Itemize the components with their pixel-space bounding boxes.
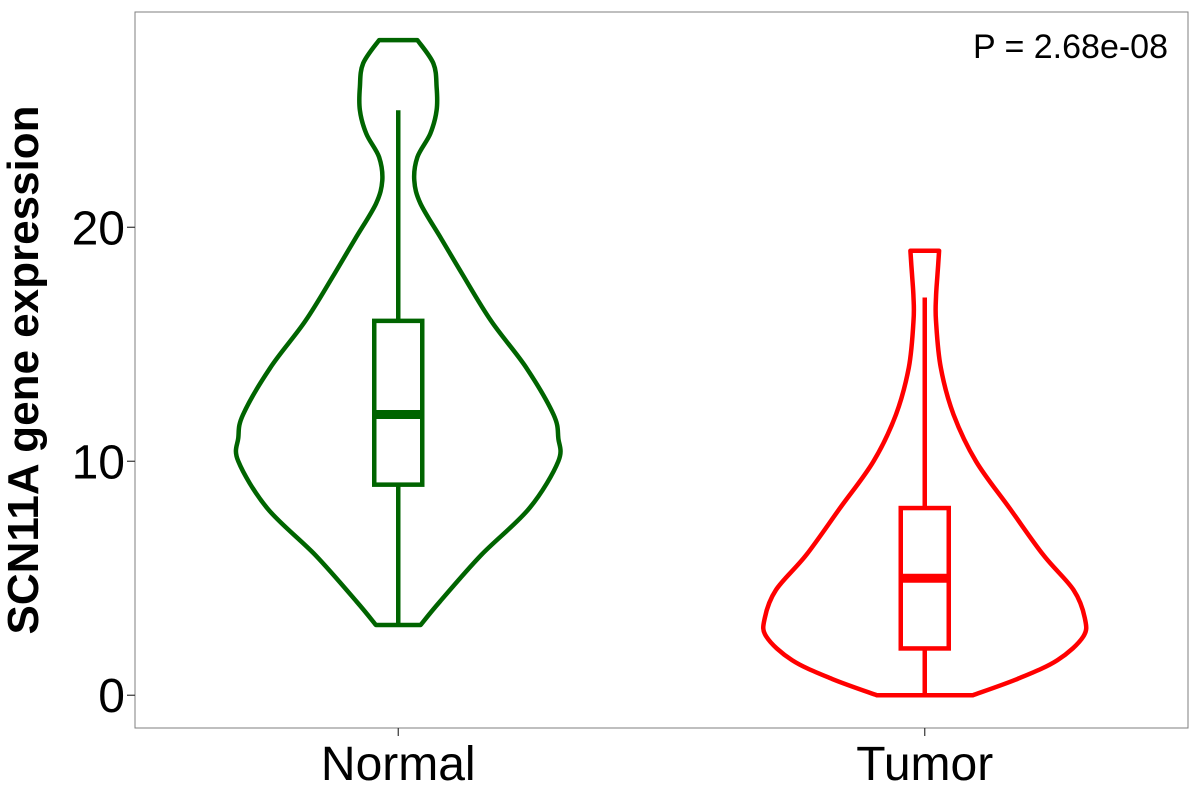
violin-outline [233, 37, 563, 628]
plot-groups [233, 37, 1089, 698]
y-axis: 0 10 20 [72, 202, 135, 723]
plot-panel [134, 11, 1189, 729]
violin-outline [760, 248, 1089, 698]
y-tick-label: 10 [72, 436, 125, 489]
violin-group-normal [233, 37, 563, 628]
violin-group-tumor [760, 248, 1089, 698]
y-axis-title: SCN11A gene expression [0, 105, 48, 634]
y-tick-label: 20 [72, 202, 125, 255]
x-tick-label: Normal [321, 738, 476, 791]
x-tick-label: Tumor [856, 738, 993, 791]
box-iqr [372, 318, 425, 487]
y-tick-label: 0 [98, 670, 125, 723]
x-axis: Normal Tumor [321, 728, 993, 791]
p-value-annotation: P = 2.68e-08 [973, 28, 1168, 66]
